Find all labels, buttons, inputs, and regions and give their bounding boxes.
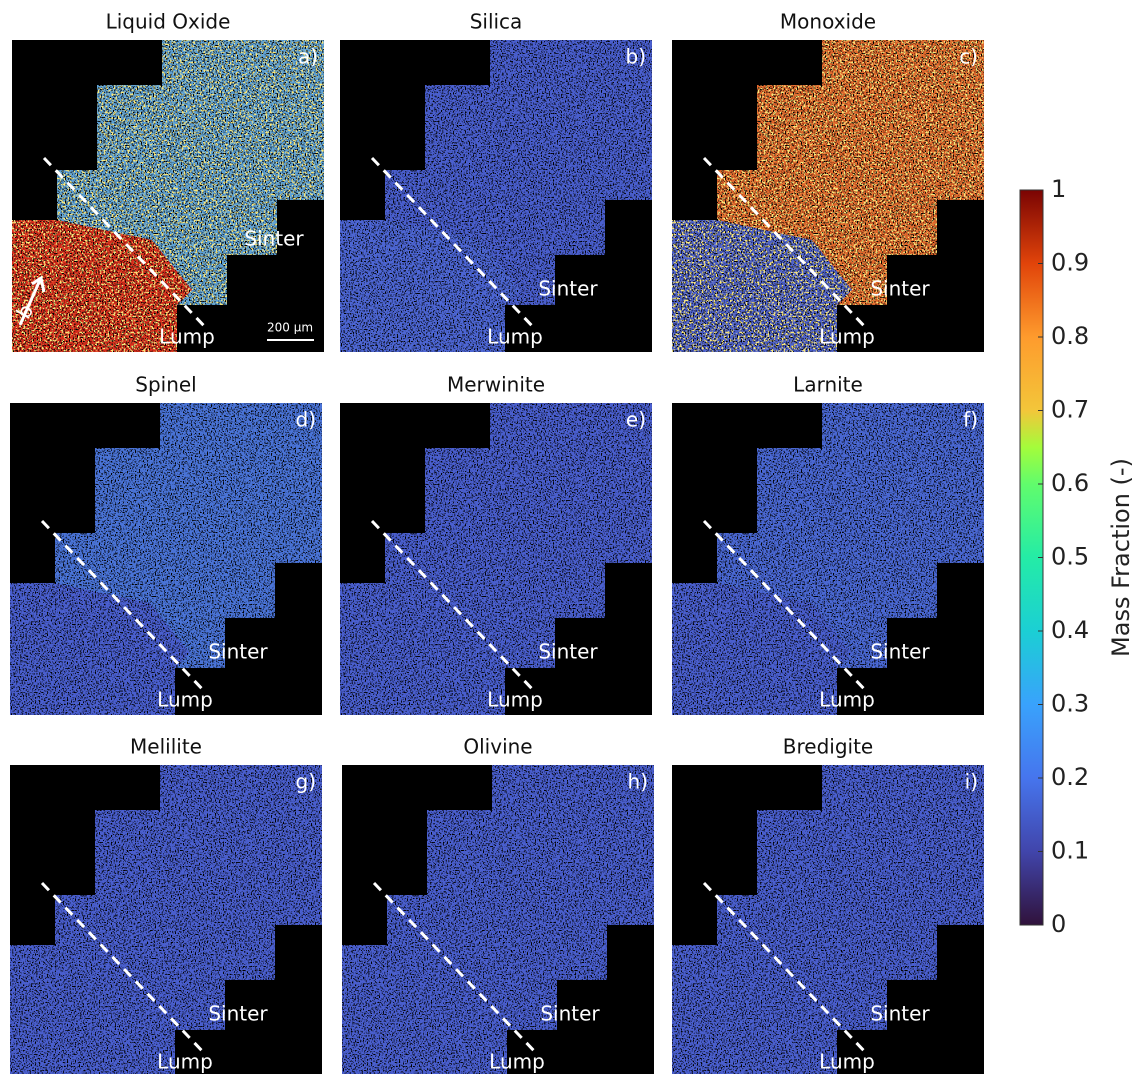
panel-letter: b) bbox=[626, 45, 647, 69]
panel: b) Sinter Lump bbox=[340, 40, 652, 352]
lump-label: Lump bbox=[819, 1050, 875, 1074]
panel-title: Merwinite bbox=[447, 373, 545, 397]
panel: d) Sinter Lump bbox=[10, 403, 322, 715]
colorbar-tick-label: 0.5 bbox=[1051, 543, 1089, 571]
panel-title: Silica bbox=[470, 10, 523, 34]
panel-letter: d) bbox=[296, 408, 317, 432]
colorbar-tick-label: 1 bbox=[1051, 175, 1066, 203]
colorbar-tick-label: 0.8 bbox=[1051, 322, 1089, 350]
lump-label: Lump bbox=[157, 1050, 213, 1074]
panel-letter: h) bbox=[628, 770, 648, 794]
colorbar-tick-label: 0.3 bbox=[1051, 690, 1089, 718]
panel-title: Spinel bbox=[135, 373, 196, 397]
panel: g) Sinter Lump bbox=[10, 765, 322, 1074]
panel-letter: a) bbox=[298, 45, 318, 69]
sinter-label: Sinter bbox=[540, 1002, 600, 1026]
panel-letter: f) bbox=[963, 408, 978, 432]
lump-label: Lump bbox=[819, 688, 875, 712]
colorbar-tick-label: 0.6 bbox=[1051, 469, 1089, 497]
colorbar-tick-label: 0.9 bbox=[1051, 249, 1089, 277]
colorbar-tick-label: 0.7 bbox=[1051, 396, 1089, 424]
sinter-label: Sinter bbox=[208, 1002, 268, 1026]
panel: e) Sinter Lump bbox=[340, 403, 652, 715]
lump-label: Lump bbox=[489, 1050, 545, 1074]
panel-letter: i) bbox=[965, 770, 978, 794]
panel: c) Sinter Lump bbox=[672, 40, 984, 352]
lump-label: Lump bbox=[819, 325, 875, 349]
panel: h) Sinter Lump bbox=[342, 765, 654, 1074]
panel-title: Liquid Oxide bbox=[106, 10, 231, 34]
sinter-label: Sinter bbox=[244, 227, 304, 251]
colorbar-label: Mass Fraction (-) bbox=[1107, 458, 1135, 657]
panel: f) Sinter Lump bbox=[672, 403, 984, 715]
sinter-label: Sinter bbox=[870, 640, 930, 664]
panel: i) Sinter Lump bbox=[672, 765, 984, 1074]
colorbar-tick-label: 0.2 bbox=[1051, 763, 1089, 791]
panel-letter: e) bbox=[626, 408, 646, 432]
lump-label: Lump bbox=[487, 688, 543, 712]
panel-title: Monoxide bbox=[780, 10, 876, 34]
sinter-label: Sinter bbox=[538, 640, 598, 664]
sinter-label: Sinter bbox=[538, 277, 598, 301]
colorbar-tick-label: 0.4 bbox=[1051, 616, 1089, 644]
sinter-label: Sinter bbox=[208, 640, 268, 664]
figure: Liquid Oxidea)SinterLump200 µmbSilicab)S… bbox=[0, 0, 1145, 1074]
colorbar-tick-label: 0.1 bbox=[1051, 837, 1089, 865]
panel-title: Melilite bbox=[130, 735, 202, 759]
lump-label: Lump bbox=[157, 688, 213, 712]
scale-bar-label: 200 µm bbox=[267, 321, 313, 335]
lump-label: Lump bbox=[487, 325, 543, 349]
panel-letter: g) bbox=[296, 770, 317, 794]
sinter-label: Sinter bbox=[870, 277, 930, 301]
lump-label: Lump bbox=[159, 325, 215, 349]
panel-title: Larnite bbox=[793, 373, 863, 397]
colorbar-tick-label: 0 bbox=[1051, 910, 1066, 938]
panel-title: Olivine bbox=[463, 735, 532, 759]
panel-title: Bredigite bbox=[783, 735, 873, 759]
sinter-label: Sinter bbox=[870, 1002, 930, 1026]
panel-letter: c) bbox=[959, 45, 978, 69]
